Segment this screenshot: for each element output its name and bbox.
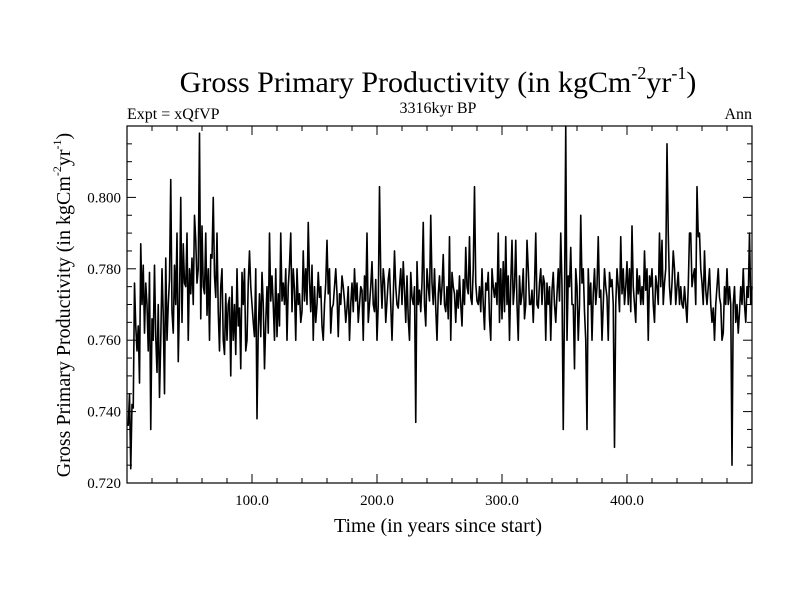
experiment-label: Expt = xQfVP: [127, 106, 220, 123]
x-tick-label: 300.0: [485, 493, 519, 509]
x-tick-label: 100.0: [235, 493, 269, 509]
chart-title: Gross Primary Productivity (in kgCm-2yr-…: [180, 63, 697, 99]
y-tick-label: 0.760: [87, 333, 121, 349]
y-tick-label: 0.780: [87, 262, 121, 278]
series-line: [127, 125, 753, 470]
period-label: 3316kyr BP: [400, 100, 477, 117]
x-tick-label: 400.0: [610, 493, 644, 509]
y-tick-label: 0.740: [87, 405, 121, 421]
x-tick-label: 200.0: [360, 493, 394, 509]
y-axis-label: Gross Primary Productivity (in kgCm-2yr-…: [50, 133, 75, 477]
axis-ticks: 100.0 200.0 300.0 400.0 0.720 0.740 0.760 0.780…: [87, 126, 752, 509]
season-label: Ann: [724, 106, 752, 123]
x-axis-label: Time (in years since start): [334, 515, 542, 537]
y-tick-label: 0.720: [87, 476, 121, 492]
y-tick-label: 0.800: [87, 190, 121, 206]
